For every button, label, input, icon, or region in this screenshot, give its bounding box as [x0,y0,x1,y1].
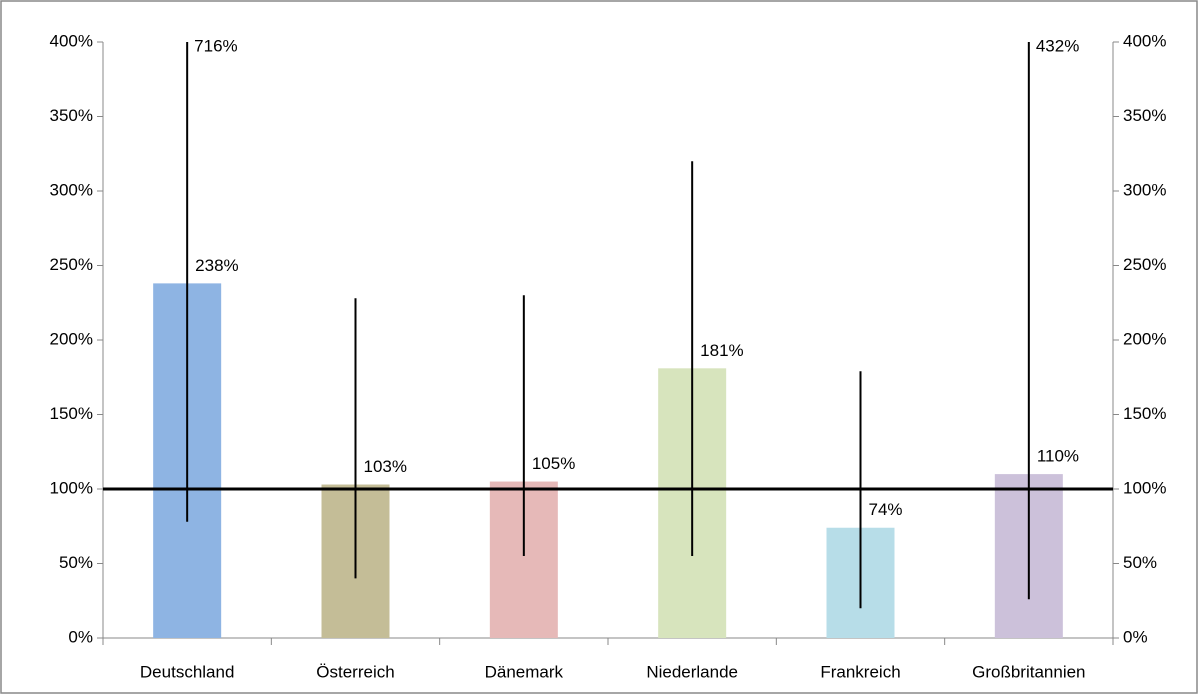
x-tick-label: Frankreich [820,662,900,681]
y2-tick-label: 0% [1123,627,1148,646]
y2-tick-label: 300% [1123,180,1166,199]
y-tick-label: 400% [50,31,93,50]
y2-tick-label: 100% [1123,478,1166,497]
y2-tick-label: 150% [1123,404,1166,423]
value-label: 105% [532,454,575,473]
x-tick-label: Großbritannien [972,662,1085,681]
y-tick-label: 100% [50,478,93,497]
y2-tick-label: 50% [1123,553,1157,572]
y-tick-label: 250% [50,255,93,274]
y-tick-label: 0% [68,627,93,646]
x-tick-label: Dänemark [485,662,564,681]
value-label: 181% [700,341,743,360]
value-label: 74% [869,500,903,519]
y2-tick-label: 400% [1123,31,1166,50]
error-high-label: 716% [194,36,237,55]
y-tick-label: 50% [59,553,93,572]
x-tick-label: Deutschland [140,662,235,681]
y-tick-label: 350% [50,106,93,125]
y-tick-label: 200% [50,329,93,348]
x-tick-label: Österreich [316,662,394,681]
y-tick-label: 150% [50,404,93,423]
y2-tick-label: 350% [1123,106,1166,125]
value-label: 103% [364,457,407,476]
y2-tick-label: 200% [1123,329,1166,348]
y2-tick-label: 250% [1123,255,1166,274]
value-label: 238% [195,256,238,275]
x-tick-label: Niederlande [646,662,738,681]
y-tick-label: 300% [50,180,93,199]
value-label: 110% [1037,447,1079,466]
error-high-label: 432% [1036,36,1079,55]
